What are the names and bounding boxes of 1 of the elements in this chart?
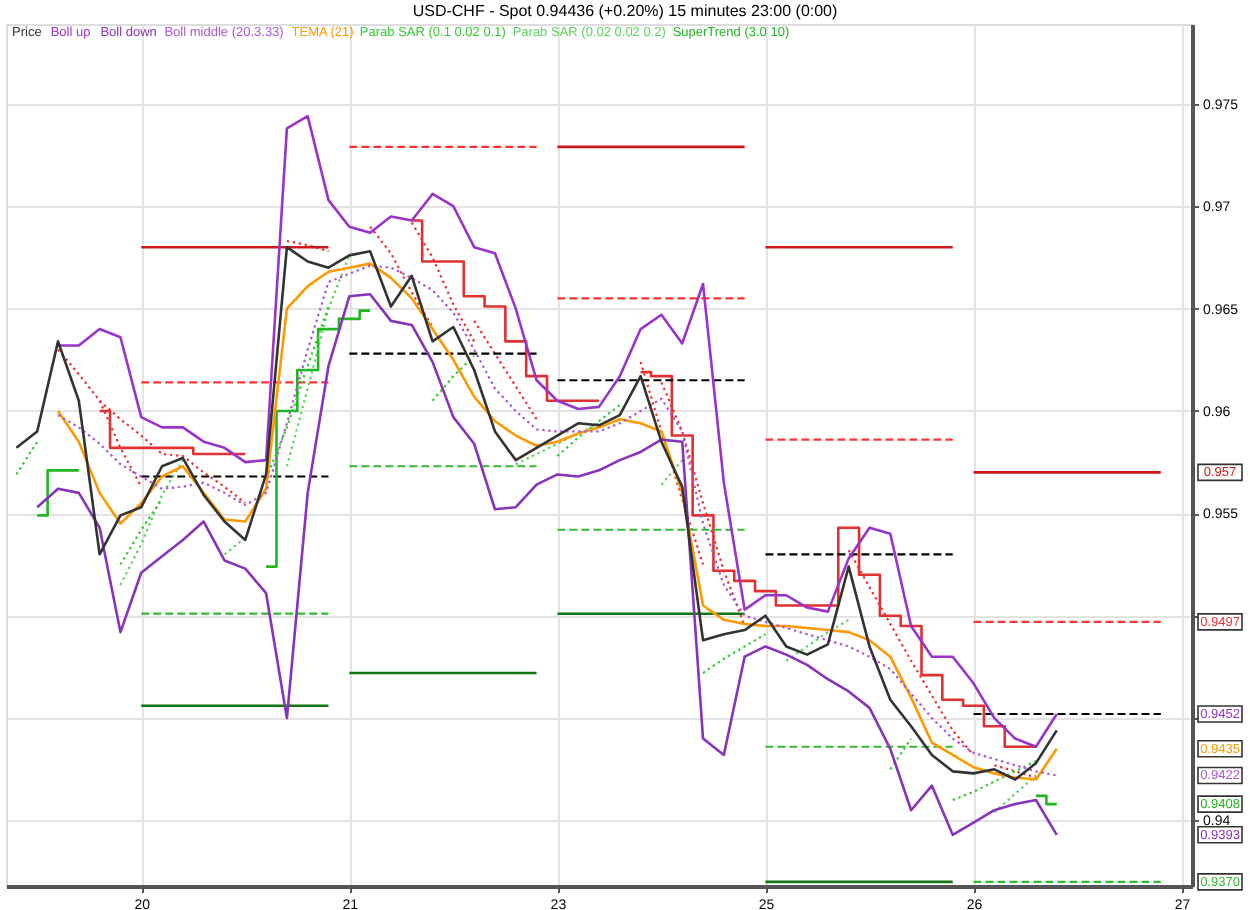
chart-title: USD-CHF - Spot 0.94436 (+0.20%) 15 minutes 23:00 (0:00) <box>412 2 838 20</box>
